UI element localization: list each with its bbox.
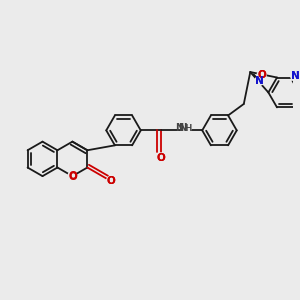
Text: O: O <box>156 153 165 163</box>
Text: H: H <box>184 124 191 133</box>
Text: N: N <box>291 71 300 82</box>
Text: N: N <box>179 123 188 133</box>
Circle shape <box>257 71 266 80</box>
Text: O: O <box>257 70 266 80</box>
Text: O: O <box>257 70 266 80</box>
Text: O: O <box>69 172 77 182</box>
Text: H: H <box>185 124 191 133</box>
Circle shape <box>181 123 191 134</box>
Text: O: O <box>106 176 115 186</box>
Text: O: O <box>106 176 115 186</box>
Text: N: N <box>255 76 264 86</box>
Circle shape <box>291 72 300 81</box>
Text: O: O <box>68 171 77 181</box>
Circle shape <box>255 76 264 85</box>
Text: N: N <box>255 76 264 86</box>
Text: O: O <box>156 153 165 163</box>
Circle shape <box>106 177 115 186</box>
Circle shape <box>68 172 77 181</box>
Circle shape <box>156 153 165 162</box>
Text: N: N <box>291 71 300 82</box>
Text: N: N <box>175 123 183 133</box>
